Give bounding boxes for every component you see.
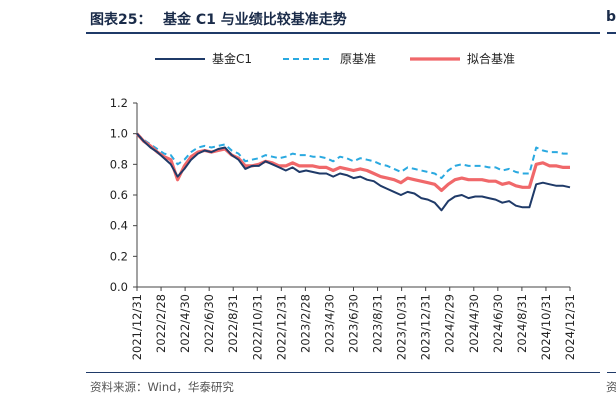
- x-tick-label: 2023/6/30: [347, 294, 361, 353]
- x-tick-label: 2022/4/30: [178, 294, 192, 353]
- y-tick-label: 1.0: [110, 127, 128, 141]
- adjacent-column-source-fragment: 资: [606, 380, 616, 394]
- legend-label-original: 原基准: [340, 52, 376, 66]
- x-tick-label: 2024/6/30: [491, 294, 505, 353]
- legend-label-fund: 基金C1: [212, 51, 252, 66]
- legend-label-fitted: 拟合基准: [467, 51, 515, 66]
- x-tick-label: 2024/4/30: [467, 294, 481, 353]
- figure-header: 图表25： 基金 C1 与业绩比较基准走势 b: [0, 0, 616, 38]
- x-tick-label: 2024/10/31: [539, 294, 553, 360]
- y-tick-label: 0.6: [110, 188, 128, 202]
- series-fund-c1-line: [136, 133, 571, 212]
- x-tick-label: 2023/4/30: [322, 294, 336, 353]
- adjacent-column-title-fragment: b: [606, 9, 616, 25]
- x-tick-label: 2022/6/30: [202, 294, 216, 353]
- x-tick-label: 2024/8/31: [515, 294, 529, 353]
- x-tick-label: 2023/12/31: [419, 294, 433, 360]
- y-tick-label: 1.2: [110, 96, 128, 110]
- x-tick-label: 2024/12/31: [563, 294, 577, 360]
- x-tick-label: 2022/2/28: [154, 294, 168, 353]
- x-axis: 2021/12/31 2022/2/28 2022/4/30 2022/6/30 202…: [130, 286, 577, 360]
- x-tick-label: 2022/10/31: [250, 294, 264, 360]
- adjacent-footer-rule: [607, 372, 616, 373]
- chart-legend: 基金C1 原基准 拟合基准: [155, 51, 515, 66]
- adjacent-header-rule: [607, 32, 616, 34]
- x-tick-label: 2023/10/31: [395, 294, 409, 360]
- y-tick-label: 0.8: [110, 157, 128, 171]
- x-tick-label: 2022/8/31: [226, 294, 240, 353]
- header-rule: [86, 32, 600, 34]
- footer-rule: [86, 372, 600, 373]
- y-tick-label: 0.2: [110, 249, 128, 263]
- x-tick-label: 2023/8/31: [371, 294, 385, 353]
- series-original-benchmark-line: [136, 132, 570, 180]
- figure-title: 基金 C1 与业绩比较基准走势: [163, 12, 347, 28]
- x-tick-label: 2024/2/29: [443, 294, 457, 353]
- chart-series: [135, 132, 571, 212]
- x-tick-label: 2022/12/31: [274, 294, 288, 360]
- data-source-note: 资料来源：Wind，华泰研究: [90, 380, 234, 394]
- y-tick-label: 0.0: [110, 280, 128, 294]
- x-tick-label: 2021/12/31: [130, 294, 144, 360]
- x-tick-label: 2023/2/28: [298, 294, 312, 353]
- series-fitted-benchmark-line: [135, 132, 570, 192]
- y-tick-label: 0.4: [110, 219, 128, 233]
- figure-number: 图表25：: [90, 12, 152, 28]
- y-axis: 0.0 0.2 0.4 0.6 0.8 1.0 1.2: [110, 96, 138, 294]
